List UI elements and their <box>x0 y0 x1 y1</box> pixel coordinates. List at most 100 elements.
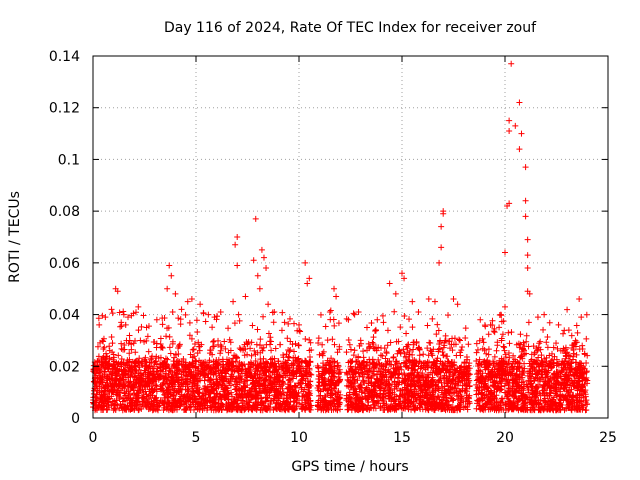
data-point <box>386 280 393 287</box>
data-point <box>425 296 432 303</box>
data-point <box>205 311 212 318</box>
data-point <box>252 215 259 222</box>
data-point <box>506 200 513 207</box>
data-point <box>415 308 422 315</box>
x-tick-label: 20 <box>496 430 514 446</box>
x-tick-label: 5 <box>192 430 201 446</box>
data-point <box>555 321 562 328</box>
data-point <box>438 244 445 251</box>
data-point <box>524 252 531 259</box>
data-point <box>188 296 195 303</box>
data-point <box>304 280 311 287</box>
data-point <box>392 290 399 297</box>
y-tick-label: 0.02 <box>49 359 80 375</box>
data-point <box>502 249 508 256</box>
axis-ticks: 0 5 10 15 20 25 0 0.02 0.04 0.06 0.08 0.1 0.12 0.14 <box>49 49 617 446</box>
data-point <box>565 327 572 334</box>
data-point <box>254 272 261 279</box>
data-point <box>96 321 103 328</box>
data-point <box>524 236 531 243</box>
data-point <box>351 311 358 318</box>
data-point <box>506 117 513 124</box>
y-tick-label: 0.12 <box>49 101 80 117</box>
data-point <box>436 259 443 266</box>
data-point <box>401 275 408 282</box>
data-point <box>296 321 302 328</box>
data-point <box>217 308 224 315</box>
y-axis-label: ROTI / TECUs <box>7 191 23 283</box>
data-point <box>518 130 525 137</box>
data-points <box>90 60 591 414</box>
data-point <box>522 164 529 171</box>
y-tick-label: 0.08 <box>49 204 80 220</box>
data-point <box>541 311 548 318</box>
data-point <box>197 301 204 308</box>
data-point <box>576 296 583 303</box>
data-point <box>234 234 241 240</box>
dense-band-points <box>90 306 591 414</box>
data-point <box>168 272 175 279</box>
data-point <box>506 127 513 134</box>
data-point <box>184 298 191 305</box>
data-point <box>271 308 278 315</box>
data-point <box>522 213 529 220</box>
y-tick-label: 0 <box>71 411 80 427</box>
data-point <box>526 290 533 297</box>
x-tick-label: 15 <box>393 430 411 446</box>
data-point <box>431 298 438 305</box>
x-tick-label: 0 <box>89 430 98 446</box>
data-point <box>497 311 504 318</box>
data-point <box>234 262 241 269</box>
data-point <box>153 316 160 323</box>
data-point <box>114 288 121 295</box>
data-point <box>256 285 263 292</box>
y-tick-label: 0.14 <box>49 49 80 65</box>
data-point <box>438 223 445 230</box>
data-point <box>524 265 531 272</box>
data-point <box>345 316 352 323</box>
x-axis-label: GPS time / hours <box>291 459 408 475</box>
data-point <box>333 293 340 300</box>
data-point <box>164 285 171 292</box>
data-point <box>258 246 265 253</box>
data-point <box>363 324 370 331</box>
x-tick-label: 10 <box>290 430 308 446</box>
data-point <box>516 146 523 153</box>
data-point <box>302 259 309 266</box>
data-point <box>534 314 541 321</box>
data-point <box>166 262 173 269</box>
data-point <box>508 60 515 67</box>
data-point <box>108 306 115 313</box>
data-point <box>120 311 127 318</box>
y-tick-label: 0.06 <box>49 256 80 272</box>
data-point <box>477 316 484 323</box>
data-point <box>265 301 272 308</box>
grid-lines <box>93 56 608 418</box>
data-point <box>487 321 494 328</box>
x-tick-label: 25 <box>599 430 617 446</box>
data-point <box>230 298 237 305</box>
data-point <box>281 319 288 326</box>
data-point <box>135 303 142 310</box>
data-point <box>399 270 405 277</box>
data-point <box>454 301 461 308</box>
data-point <box>380 319 387 326</box>
data-point <box>409 298 416 305</box>
chart-title: Day 116 of 2024, Rate Of TEC Index for r… <box>164 20 537 36</box>
data-point <box>306 275 313 282</box>
data-point <box>440 210 447 217</box>
data-point <box>260 254 267 261</box>
data-point <box>211 314 218 321</box>
y-tick-label: 0.04 <box>49 308 80 324</box>
data-point <box>102 314 109 321</box>
y-tick-label: 0.1 <box>58 152 80 168</box>
data-point <box>172 290 179 297</box>
data-point <box>331 285 338 292</box>
data-point <box>512 122 519 129</box>
data-point <box>143 324 150 331</box>
data-point <box>374 316 381 323</box>
data-point <box>125 314 132 321</box>
plot-frame <box>92 55 609 419</box>
data-point <box>232 241 239 248</box>
